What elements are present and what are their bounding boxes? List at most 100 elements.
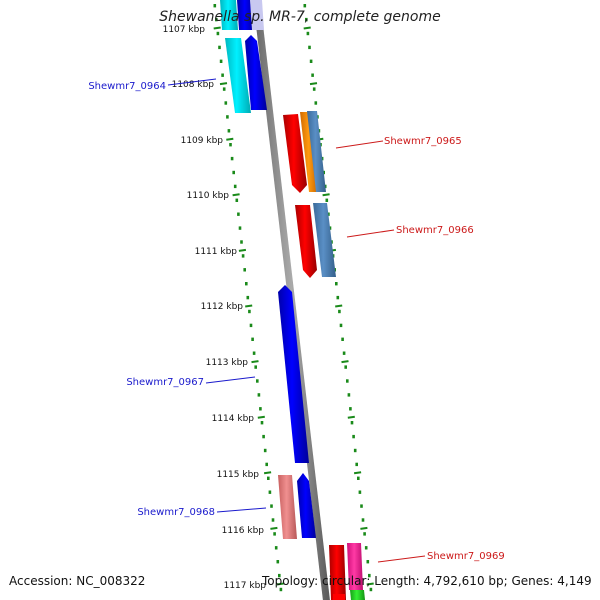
tick-label: 1114 kbp [212, 414, 255, 424]
leader-line-0965 [335, 140, 384, 149]
tick-label: 1110 kbp [187, 191, 230, 201]
tick-mark [366, 582, 374, 586]
guide-dot [305, 17, 308, 22]
guide-dot [312, 87, 316, 91]
guide-dot [232, 170, 235, 175]
feature-steel-0965[interactable] [307, 111, 326, 192]
guide-dot [221, 73, 224, 77]
tick-mark [347, 415, 355, 419]
tick-mark [353, 471, 362, 475]
guide-dot [268, 490, 272, 494]
gene-label-shewmr7-0967[interactable]: Shewmr7_0967 [126, 377, 204, 388]
gene-label-shewmr7-0964[interactable]: Shewmr7_0964 [88, 81, 166, 92]
guide-dot [347, 393, 351, 397]
leader-line-0967 [205, 376, 256, 384]
guide-dot [252, 351, 256, 355]
gene-shewmr7-0968[interactable] [297, 473, 316, 538]
guide-dot [219, 59, 223, 63]
guide-dot [237, 212, 240, 216]
guide-dot [339, 323, 343, 328]
tick-mark [257, 415, 265, 419]
tick-mark [238, 248, 247, 252]
guide-dot [218, 45, 221, 50]
feature-pink-0969[interactable] [347, 543, 363, 590]
guide-dot [249, 323, 253, 328]
tick-mark [322, 193, 330, 197]
guide-dot [342, 351, 346, 355]
leader-line-0964 [167, 78, 217, 86]
gene-shewmr7-0965[interactable] [283, 114, 307, 193]
gene-shewmr7-0967[interactable] [278, 285, 309, 463]
gene-label-shewmr7-0968[interactable]: Shewmr7_0968 [137, 507, 215, 518]
guide-dot [229, 143, 232, 147]
feature-cyan-0964[interactable] [225, 38, 251, 113]
guide-dot [363, 532, 366, 536]
gene-label-shewmr7-0966[interactable]: Shewmr7_0966 [396, 225, 474, 236]
guide-dot [308, 45, 311, 50]
guide-dot [274, 546, 278, 550]
gene-shewmr7-0969[interactable] [329, 545, 346, 600]
guide-dot [233, 184, 237, 189]
guide-dot [260, 421, 264, 425]
guide-dot [306, 31, 310, 36]
feature-cyan-top[interactable] [220, 0, 238, 30]
tick-label: 1117 kbp [224, 581, 267, 591]
guide-dot [336, 295, 340, 300]
gene-label-shewmr7-0969[interactable]: Shewmr7_0969 [427, 551, 505, 562]
genome-title: Shewanella sp. MR-7, complete genome [159, 9, 441, 25]
guide-dot [314, 101, 318, 105]
tick-label: 1107 kbp [163, 25, 206, 35]
tick-label: 1113 kbp [206, 358, 249, 368]
guide-dot [358, 490, 362, 494]
guide-dot [279, 587, 283, 592]
guide-dot [243, 268, 246, 272]
guide-dot [241, 254, 245, 258]
feature-lavender-top[interactable] [250, 0, 264, 30]
tick-mark [276, 582, 284, 586]
guide-dot [271, 518, 275, 522]
tick-labels: 1107 kbp 1108 kbp 1109 kbp 1110 kbp 1111… [163, 25, 267, 591]
feature-green-0969[interactable] [350, 590, 365, 600]
gene-shewmr7-0964[interactable] [245, 35, 267, 110]
guide-dot [238, 226, 242, 230]
feature-blue-top[interactable] [237, 0, 254, 30]
tick-mark [245, 304, 253, 308]
tick-label: 1115 kbp [217, 470, 260, 480]
guide-dot [361, 518, 365, 522]
guide-dot [262, 434, 265, 439]
feature-red-bottom[interactable] [333, 594, 345, 600]
topology-label: Topology: circular; Length: 4,792,610 bp… [262, 574, 592, 588]
guide-dot [265, 462, 268, 467]
gene-leader-lines [167, 78, 426, 563]
guide-dot [263, 448, 267, 453]
guide-dot [254, 365, 257, 369]
guide-dot [226, 115, 229, 119]
tick-mark [309, 82, 318, 86]
guide-dot [325, 198, 329, 202]
tick-mark [263, 471, 272, 475]
guide-dot [251, 337, 254, 341]
feature-steel-0966[interactable] [313, 203, 336, 277]
tick-mark [335, 304, 343, 308]
tick-mark [303, 26, 311, 30]
tick-mark [213, 26, 221, 30]
guide-dot [278, 573, 281, 578]
guide-dot [341, 337, 344, 341]
guide-dot [309, 59, 313, 63]
guide-dot [352, 434, 355, 439]
accession-label: Accession: NC_008322 [9, 574, 146, 588]
guide-dot [327, 212, 330, 216]
gene-labels: Shewmr7_0964 Shewmr7_0965 Shewmr7_0966 S… [88, 81, 504, 562]
tick-label: 1108 kbp [172, 80, 215, 90]
gene-shewmr7-0966[interactable] [295, 205, 317, 278]
leader-line-0966 [346, 229, 395, 238]
guide-dot [357, 476, 360, 480]
guide-dot [259, 407, 262, 411]
feature-coral-0968[interactable] [278, 475, 297, 539]
guide-dot [256, 379, 259, 383]
guide-dot [270, 504, 273, 508]
guide-dot [353, 448, 357, 453]
gene-label-shewmr7-0965[interactable]: Shewmr7_0965 [384, 136, 462, 147]
tick-mark [341, 360, 349, 364]
tick-mark [251, 360, 259, 364]
